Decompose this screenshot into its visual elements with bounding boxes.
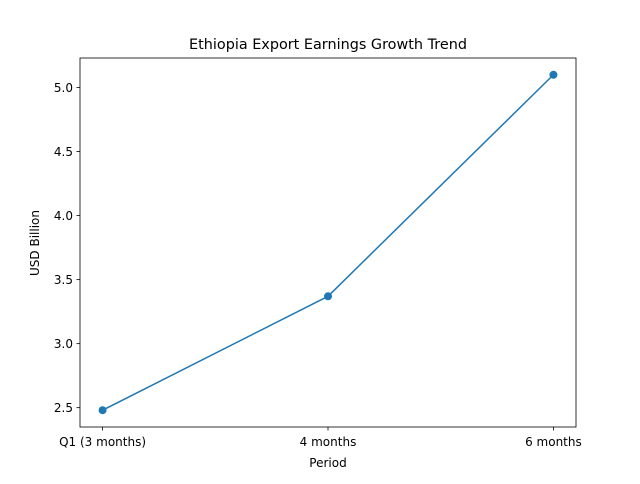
data-point bbox=[98, 406, 107, 415]
chart-title: Ethiopia Export Earnings Growth Trend bbox=[189, 37, 467, 53]
data-point bbox=[324, 292, 332, 301]
plot-area: 2.5 3.0 3.5 4.0 4.5 5.0 Q1 (3 months) 4 months 6… bbox=[54, 57, 582, 449]
y-tick-label: 5.0 bbox=[54, 81, 73, 95]
y-tick-label: 3.5 bbox=[54, 273, 73, 287]
x-tick-label: 4 months bbox=[300, 435, 357, 449]
data-point bbox=[549, 70, 558, 79]
y-tick-label: 4.0 bbox=[54, 209, 73, 223]
x-tick-label: 6 months bbox=[525, 435, 582, 449]
x-tick-label: Q1 (3 months) bbox=[59, 435, 146, 449]
y-tick-label: 3.0 bbox=[54, 337, 73, 351]
x-axis-label: Period bbox=[309, 456, 346, 470]
y-axis-label: USD Billion bbox=[28, 210, 42, 276]
plot-frame bbox=[79, 57, 577, 428]
y-tick-label: 2.5 bbox=[54, 401, 73, 415]
y-tick-label: 4.5 bbox=[54, 145, 73, 159]
